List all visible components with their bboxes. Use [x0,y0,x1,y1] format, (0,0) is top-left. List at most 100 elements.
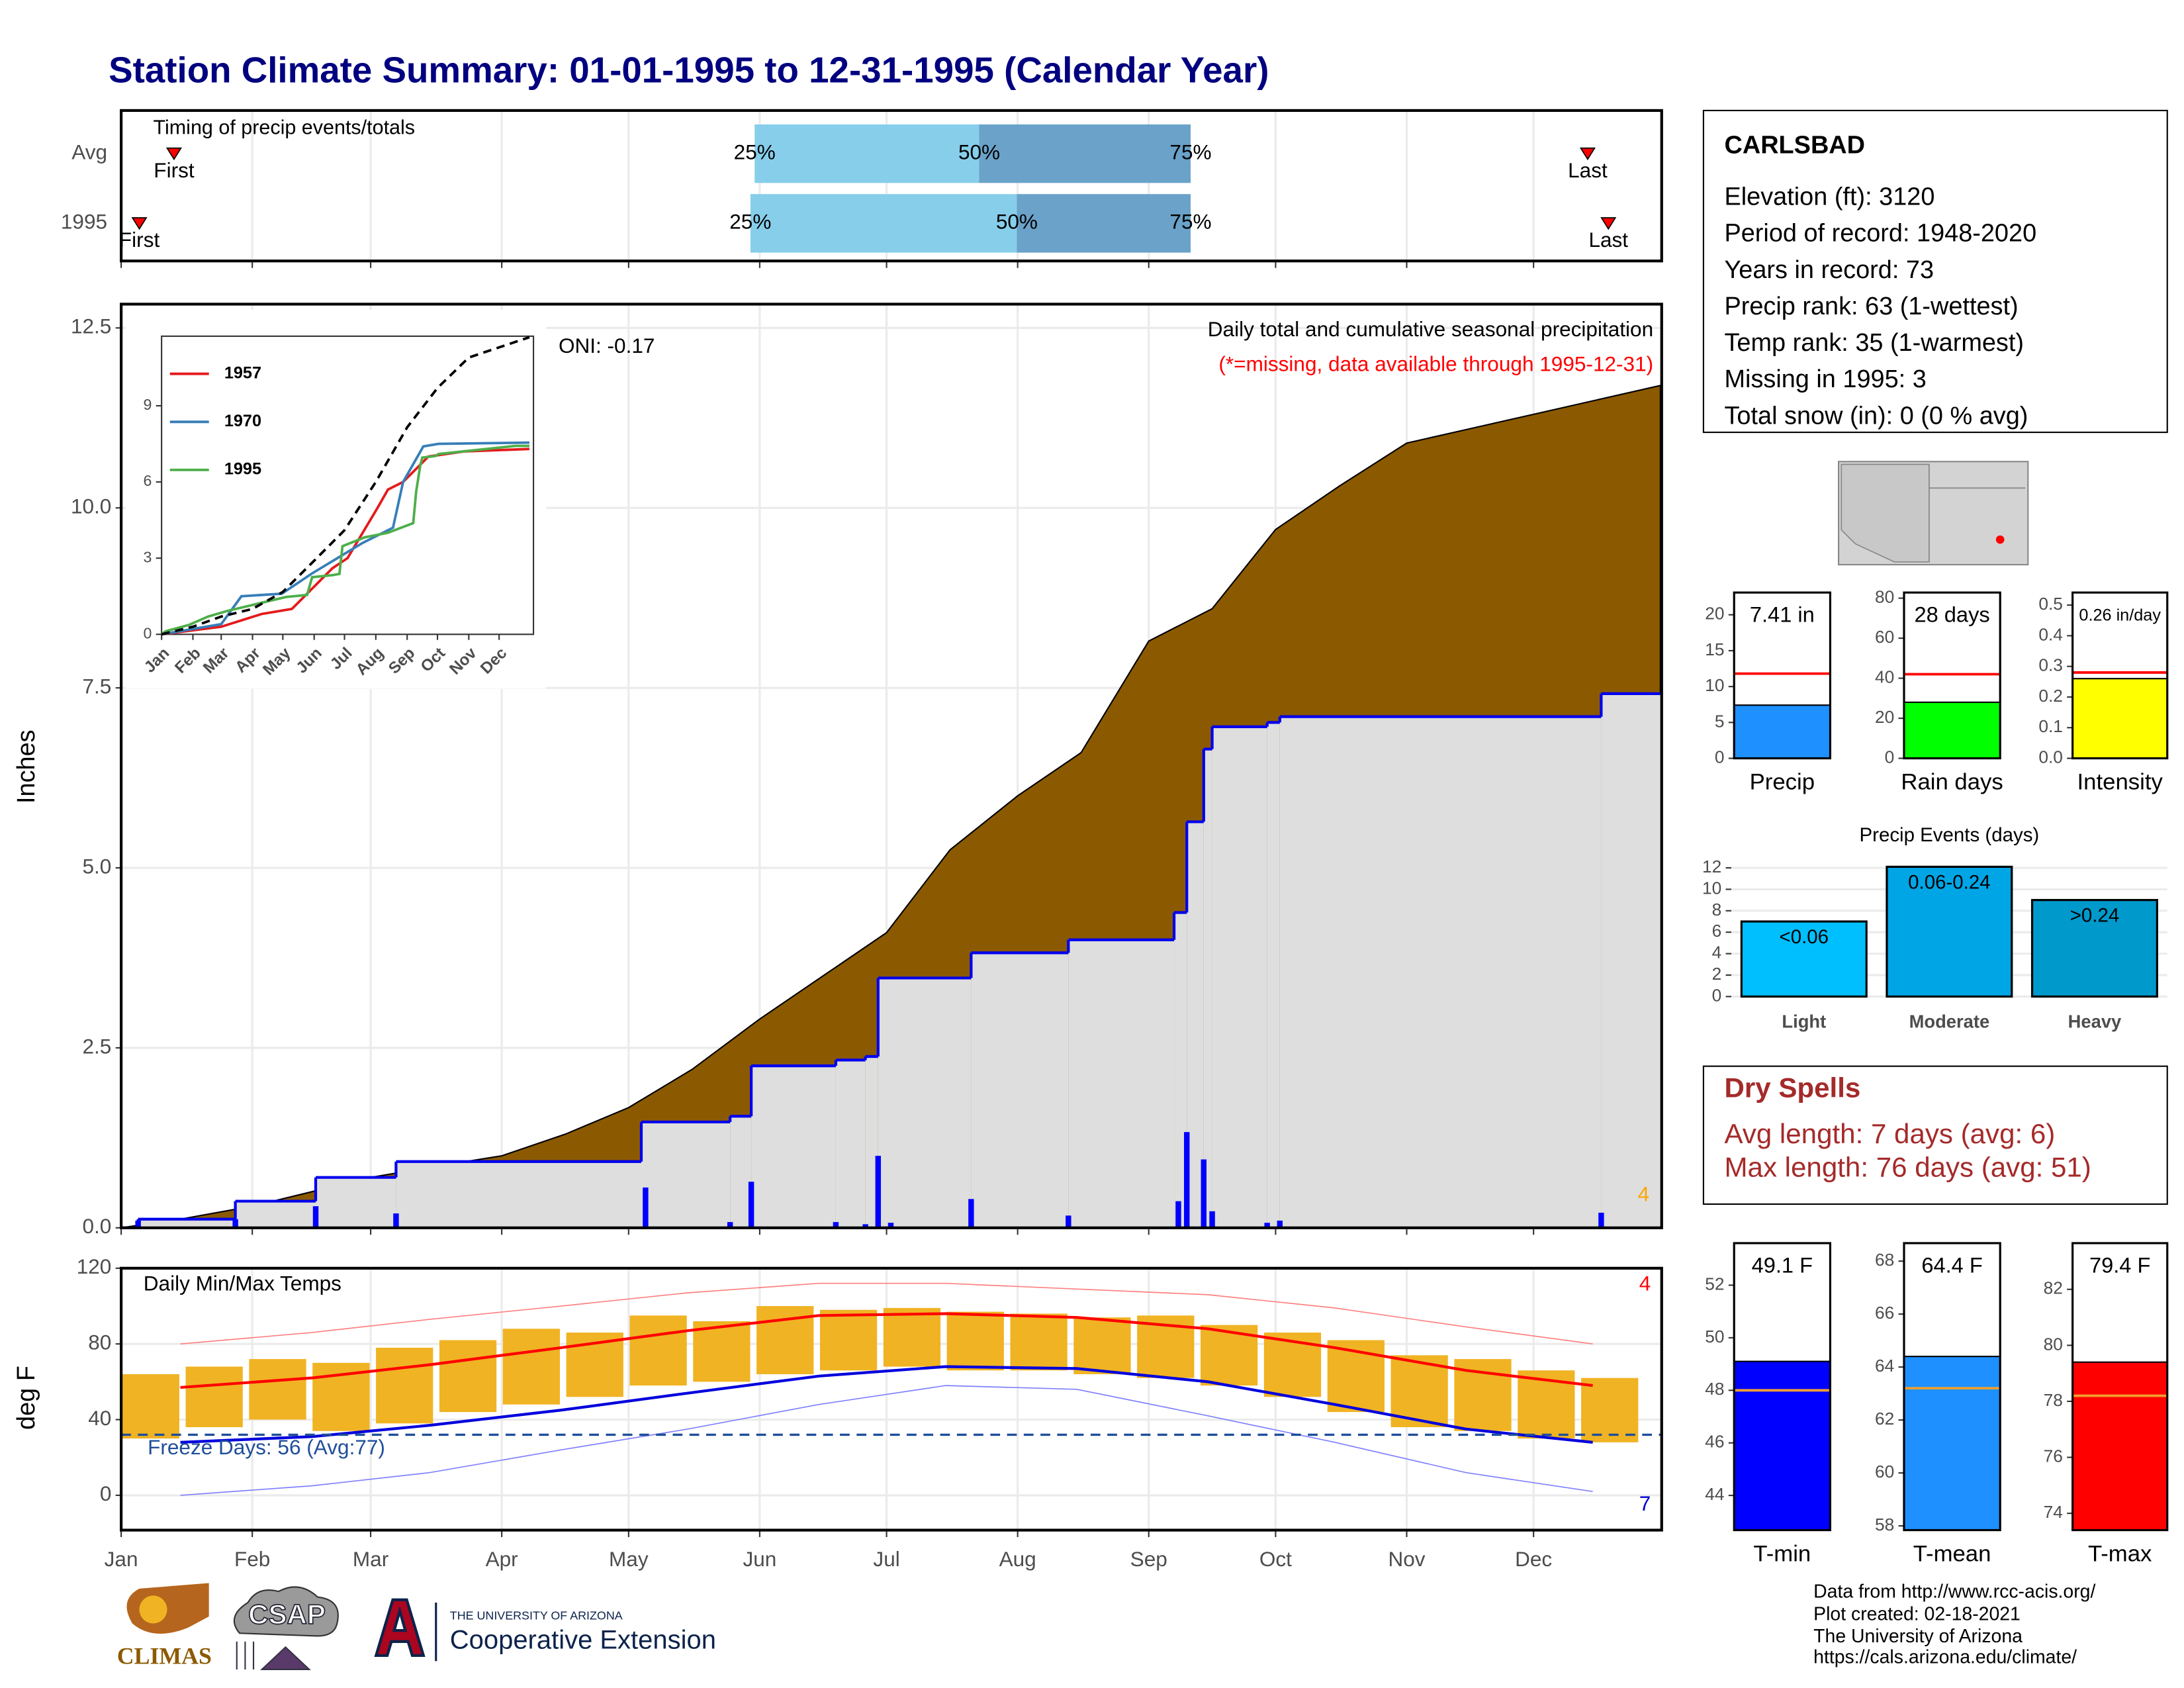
record-low-count: 7 [1639,1491,1651,1515]
y-tick-label: 78 [2044,1390,2063,1410]
y-tick-label: 0.0 [2038,747,2063,767]
map-border [1929,464,2026,562]
series-line [161,336,530,636]
cumulative-fill [1187,821,1204,1228]
category-label: T-max [2088,1542,2152,1567]
x-tick-label: Dec [1515,1547,1552,1571]
x-tick-label: Light [1782,1011,1826,1032]
value-label: 49.1 F [1752,1252,1813,1277]
quantile-bar [979,124,1191,183]
footer-line: Data from http://www.rcc-acis.org/ [1813,1581,2095,1603]
y-axis-label: Inches [13,729,40,804]
y-tick-label: 20 [1875,707,1894,727]
temp-range-bar [185,1366,243,1427]
plot-frame [119,109,1663,263]
plot-frame [119,1266,1663,1532]
summary-bar [1733,704,1831,759]
cumulative-fill [1068,939,1175,1228]
daily-bar [1209,1211,1215,1228]
plot-frame [1903,1242,2001,1532]
footer-line: https://cals.arizona.edu/climate/ [1813,1647,2077,1668]
station-line: Missing in 1995: 3 [1724,365,1926,393]
y-tick-label: 44 [1705,1484,1724,1504]
y-tick-label: 62 [1875,1409,1894,1429]
legend-label: 1957 [224,363,261,382]
x-tick-label: Nov [1388,1547,1425,1571]
value-label: 64.4 F [1921,1252,1982,1277]
footer-line: The University of Arizona [1813,1626,2023,1647]
y-tick-label: 0.1 [2038,716,2063,736]
freeze-label: Freeze Days: 56 (Avg:77) [148,1435,385,1459]
row-label: 1995 [61,210,107,234]
marker-label: First [119,228,160,252]
x-tick-label: Mar [353,1547,388,1571]
location-map [1838,461,2029,566]
y-tick-label: 8 [1712,900,1722,919]
station-line: Elevation (ft): 3120 [1724,183,1934,211]
cumulative-fill [1267,722,1280,1228]
footer-line: Plot created: 02-18-2021 [1813,1603,2021,1624]
daily-bar [1175,1201,1181,1228]
y-tick-label: 64 [1875,1356,1894,1376]
ua-logo [374,1598,426,1658]
cumulative-fill [865,1056,878,1228]
timing-marker [1600,217,1617,230]
y-tick-label: 15 [1705,639,1724,659]
cumulative-fill [730,1116,752,1228]
bar-label: >0.24 [2070,905,2120,927]
y-tick-label: 80 [1875,587,1894,607]
y-tick-label: 46 [1705,1432,1724,1452]
cumulative-fill [878,978,972,1228]
plot-frame [1733,1242,1832,1532]
marker-label: Last [1568,158,1608,182]
y-tick-label: 4 [1712,943,1722,962]
station-lines: Elevation (ft): 3120 Period of record: 19… [1724,183,2036,430]
daily-bar [748,1182,754,1228]
daily-bar [1277,1220,1283,1228]
temp-range-bar [693,1321,751,1382]
quantile-label: 75% [1169,210,1211,234]
y-tick-label: 80 [2044,1334,2063,1354]
x-tick-label: Jul [873,1547,899,1571]
y-tick-label: 2.5 [83,1034,112,1058]
temp-range-bar [819,1309,878,1371]
temp-line [180,1312,1593,1389]
daily-bar [232,1219,238,1228]
cumulative-fill [641,1121,731,1228]
temp-range-bar [1390,1355,1448,1427]
station-line: Years in record: 73 [1724,256,1934,284]
x-tick-label: Aug [999,1547,1036,1571]
plot-frame [1733,591,1832,760]
chart-subtitle: (*=missing, data available through 1995-… [1218,352,1653,375]
y-tick-label: 40 [1875,667,1894,687]
category-label: Rain days [1901,770,2003,795]
daily-bar [968,1199,974,1228]
dry-spell-line: Avg length: 7 days (avg: 6) [1724,1118,2055,1149]
temp-line [180,1365,1593,1444]
y-tick-label: 48 [1705,1379,1724,1399]
station-location [1995,535,2005,544]
y-tick-label: 10 [1705,675,1724,695]
plot-frame [119,303,1663,1229]
bar-label: <0.06 [1780,926,1829,948]
value-label: 79.4 F [2089,1252,2150,1277]
quantile-bar [750,194,1017,253]
y-tick-label: 6 [144,472,152,489]
daily-bar [875,1156,882,1228]
summary-bar [2071,678,2168,759]
cumulative-fill [396,1161,642,1228]
category-label: T-min [1753,1542,1811,1567]
bar [1886,865,2013,998]
temp-range-bar [883,1307,941,1367]
logos: CLIMAS CSAP THE UNIVERSITY OF ARIZONA Co… [117,1583,716,1671]
daily-bar [862,1224,868,1228]
chart-title: Daily total and cumulative seasonal prec… [1208,317,1653,341]
cumulative-fill [316,1177,396,1228]
x-tick-label: Heavy [2068,1011,2122,1032]
temp-range-bar [249,1359,306,1420]
y-tick-label: 58 [1875,1515,1894,1534]
y-tick-label: 0.4 [2038,624,2063,644]
y-tick-label: 80 [88,1331,111,1354]
cumulative-fill [1212,726,1267,1228]
